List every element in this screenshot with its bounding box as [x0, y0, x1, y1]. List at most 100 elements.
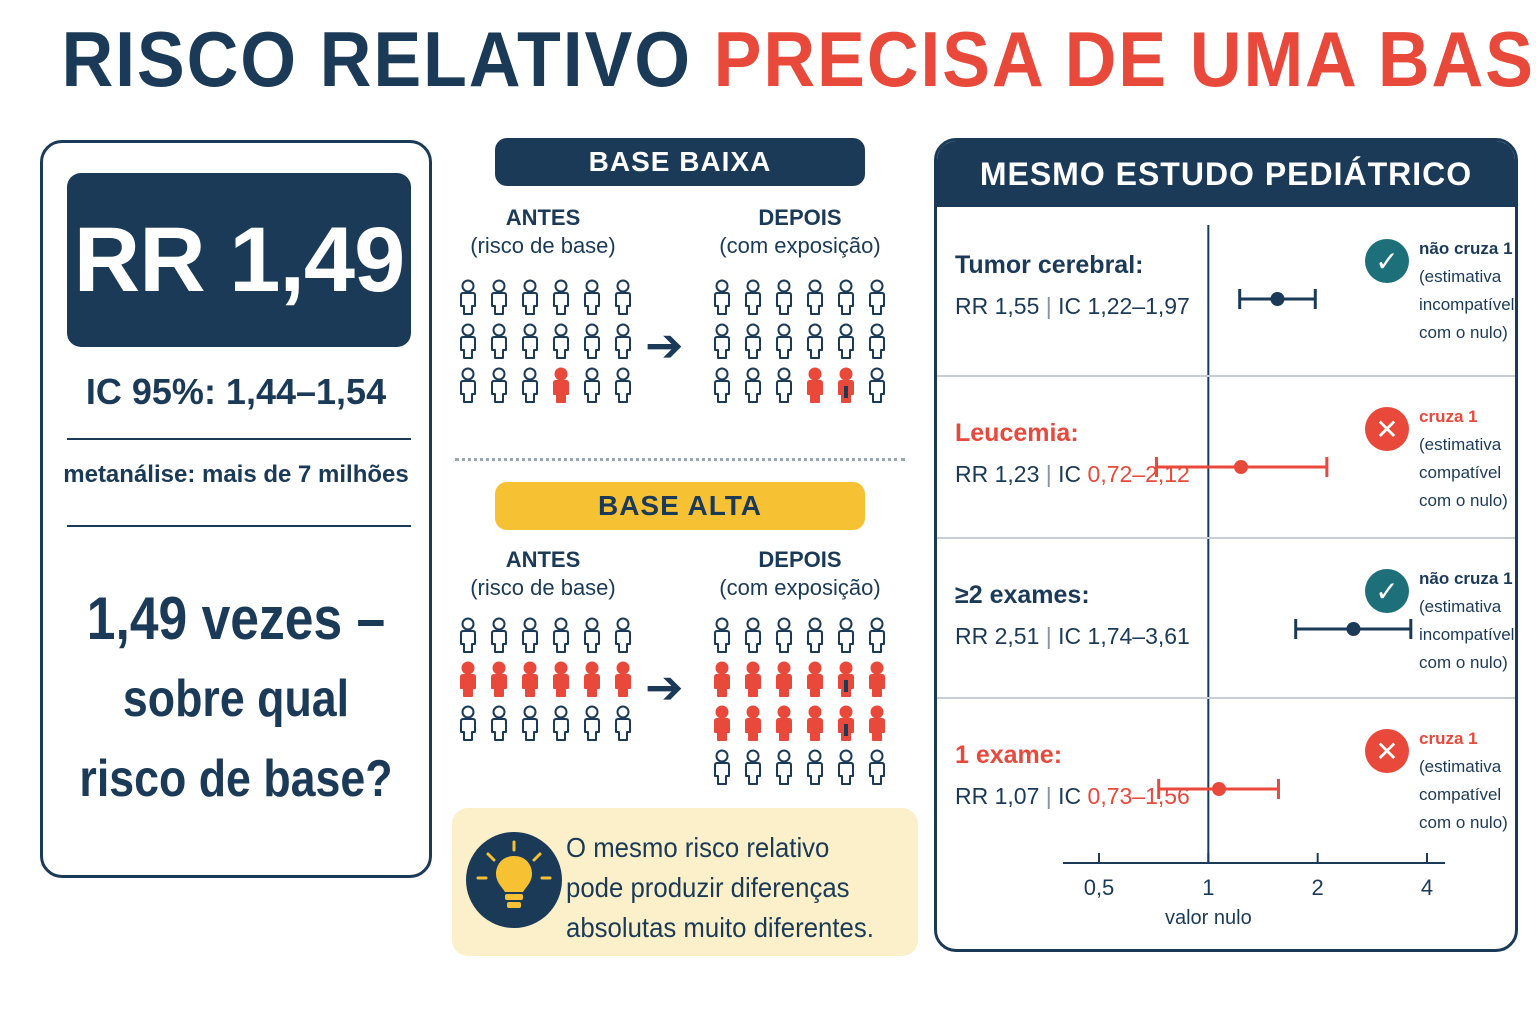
person-icon [714, 367, 730, 403]
person-affected-icon [522, 661, 538, 697]
person-icon [460, 617, 476, 653]
person-icon [776, 617, 792, 653]
forest-plot [1063, 225, 1445, 864]
stats-separator: | [1039, 461, 1059, 487]
note-title: cruza 1 [1419, 729, 1478, 748]
point-estimate [1270, 292, 1285, 306]
person-icon [491, 617, 507, 653]
person-icon [615, 367, 631, 403]
x-tick-label: 0,5 [1083, 875, 1115, 900]
person-affected-icon [807, 705, 823, 741]
rr-value: RR 1,07 [955, 783, 1040, 809]
note-body: (estimativa incompatível com o nulo) [1419, 267, 1515, 342]
question-line-3: risco de base? [79, 750, 393, 808]
row-label: ≥2 exames: [955, 581, 1090, 609]
ic-prefix: IC [1058, 623, 1088, 649]
note-title: não cruza 1 [1419, 569, 1513, 588]
row-separator [937, 697, 1515, 699]
row-note: cruza 1 (estimativa compatível com o nulo… [1419, 403, 1515, 515]
row-stats: RR 1,23 | IC 0,72–2,12 [955, 461, 1190, 488]
person-icon [491, 279, 507, 315]
question-line-2: sobre qual [122, 670, 350, 728]
title-part-2: PRECISA DE UMA BASE [713, 15, 1536, 103]
ic-value: 1,74–3,61 [1087, 623, 1190, 649]
person-icon [807, 749, 823, 785]
person-icon [838, 749, 854, 785]
person-icon [553, 705, 569, 741]
person-icon [838, 323, 854, 359]
note-title: cruza 1 [1419, 407, 1478, 426]
person-affected-icon [745, 705, 761, 741]
person-icon [522, 617, 538, 653]
row-separator [937, 375, 1515, 377]
row-label: Leucemia: [955, 419, 1079, 447]
person-icon [807, 323, 823, 359]
person-icon [776, 367, 792, 403]
forest-plot-panel: MESMO ESTUDO PEDIÁTRICO 0,5 1 2 4 valor nulo… [934, 138, 1518, 952]
person-icon [460, 279, 476, 315]
person-icon [584, 323, 600, 359]
confidence-interval: IC 95%: 1,44–1,54 [85, 371, 387, 412]
person-affected-icon [714, 661, 730, 697]
row-label: 1 exame: [955, 741, 1063, 769]
meta-analysis-note: metanálise: mais de 7 milhões [63, 461, 409, 488]
person-icon [615, 617, 631, 653]
person-icon [869, 323, 885, 359]
base-risk-question: 1,49 vezes – sobre qual risco de base? [43, 579, 429, 819]
after-subtitle: (com exposição) [719, 233, 881, 258]
person-icon [776, 279, 792, 315]
low-base-label: BASE BAIXA [495, 138, 865, 186]
person-icon [869, 749, 885, 785]
person-affected-icon [460, 661, 476, 697]
person-icon [522, 705, 538, 741]
row-note: não cruza 1 (estimativa incompatível com … [1419, 235, 1515, 347]
person-icon [522, 367, 538, 403]
rr-value: RR 2,51 [955, 623, 1040, 649]
person-icon [615, 279, 631, 315]
person-icon [745, 323, 761, 359]
rr-value: RR 1,23 [955, 461, 1040, 487]
check-icon: ✓ [1365, 569, 1409, 613]
person-icon [553, 279, 569, 315]
cross-icon: ✕ [1365, 729, 1409, 773]
ic-prefix: IC [1058, 461, 1088, 487]
divider [67, 525, 411, 527]
ic-value: 1,22–1,97 [1087, 293, 1190, 319]
page-title: RISCO RELATIVO PRECISA DE UMA BASE [61, 14, 1536, 105]
x-tick-label: 2 [1311, 875, 1324, 900]
lightbulb-icon [466, 832, 562, 928]
person-icon [584, 617, 600, 653]
point-estimate [1212, 782, 1227, 796]
divider [67, 438, 411, 440]
person-icon [460, 323, 476, 359]
person-icon [714, 323, 730, 359]
arrow-right-icon: ➔ [645, 319, 684, 371]
before-label-low: ANTES (risco de base) [443, 204, 643, 260]
row-note: não cruza 1 (estimativa incompatível com … [1419, 565, 1515, 677]
person-affected-icon [776, 661, 792, 697]
after-label-low: DEPOIS (com exposição) [700, 204, 900, 260]
check-icon: ✓ [1365, 239, 1409, 283]
person-icon [615, 705, 631, 741]
person-icon [745, 367, 761, 403]
point-estimate [1233, 460, 1248, 474]
ic-value: 0,73–1,56 [1087, 783, 1190, 809]
person-affected-icon [714, 705, 730, 741]
question-line-1: 1,49 vezes – [86, 585, 386, 652]
person-icon [491, 705, 507, 741]
person-affected-icon [869, 705, 885, 741]
person-icon [745, 279, 761, 315]
ic-value: 0,72–2,12 [1087, 461, 1190, 487]
person-icon [869, 367, 885, 403]
before-subtitle: (risco de base) [470, 233, 616, 258]
person-icon [714, 749, 730, 785]
person-icon [776, 323, 792, 359]
row-stats: RR 2,51 | IC 1,74–3,61 [955, 623, 1190, 650]
person-affected-icon [838, 367, 854, 403]
row-stats: RR 1,55 | IC 1,22–1,97 [955, 293, 1190, 320]
row-note: cruza 1 (estimativa compatível com o nulo… [1419, 725, 1515, 837]
people-grid-low-after [710, 278, 890, 410]
person-icon [584, 705, 600, 741]
person-affected-icon [776, 705, 792, 741]
person-icon [745, 617, 761, 653]
